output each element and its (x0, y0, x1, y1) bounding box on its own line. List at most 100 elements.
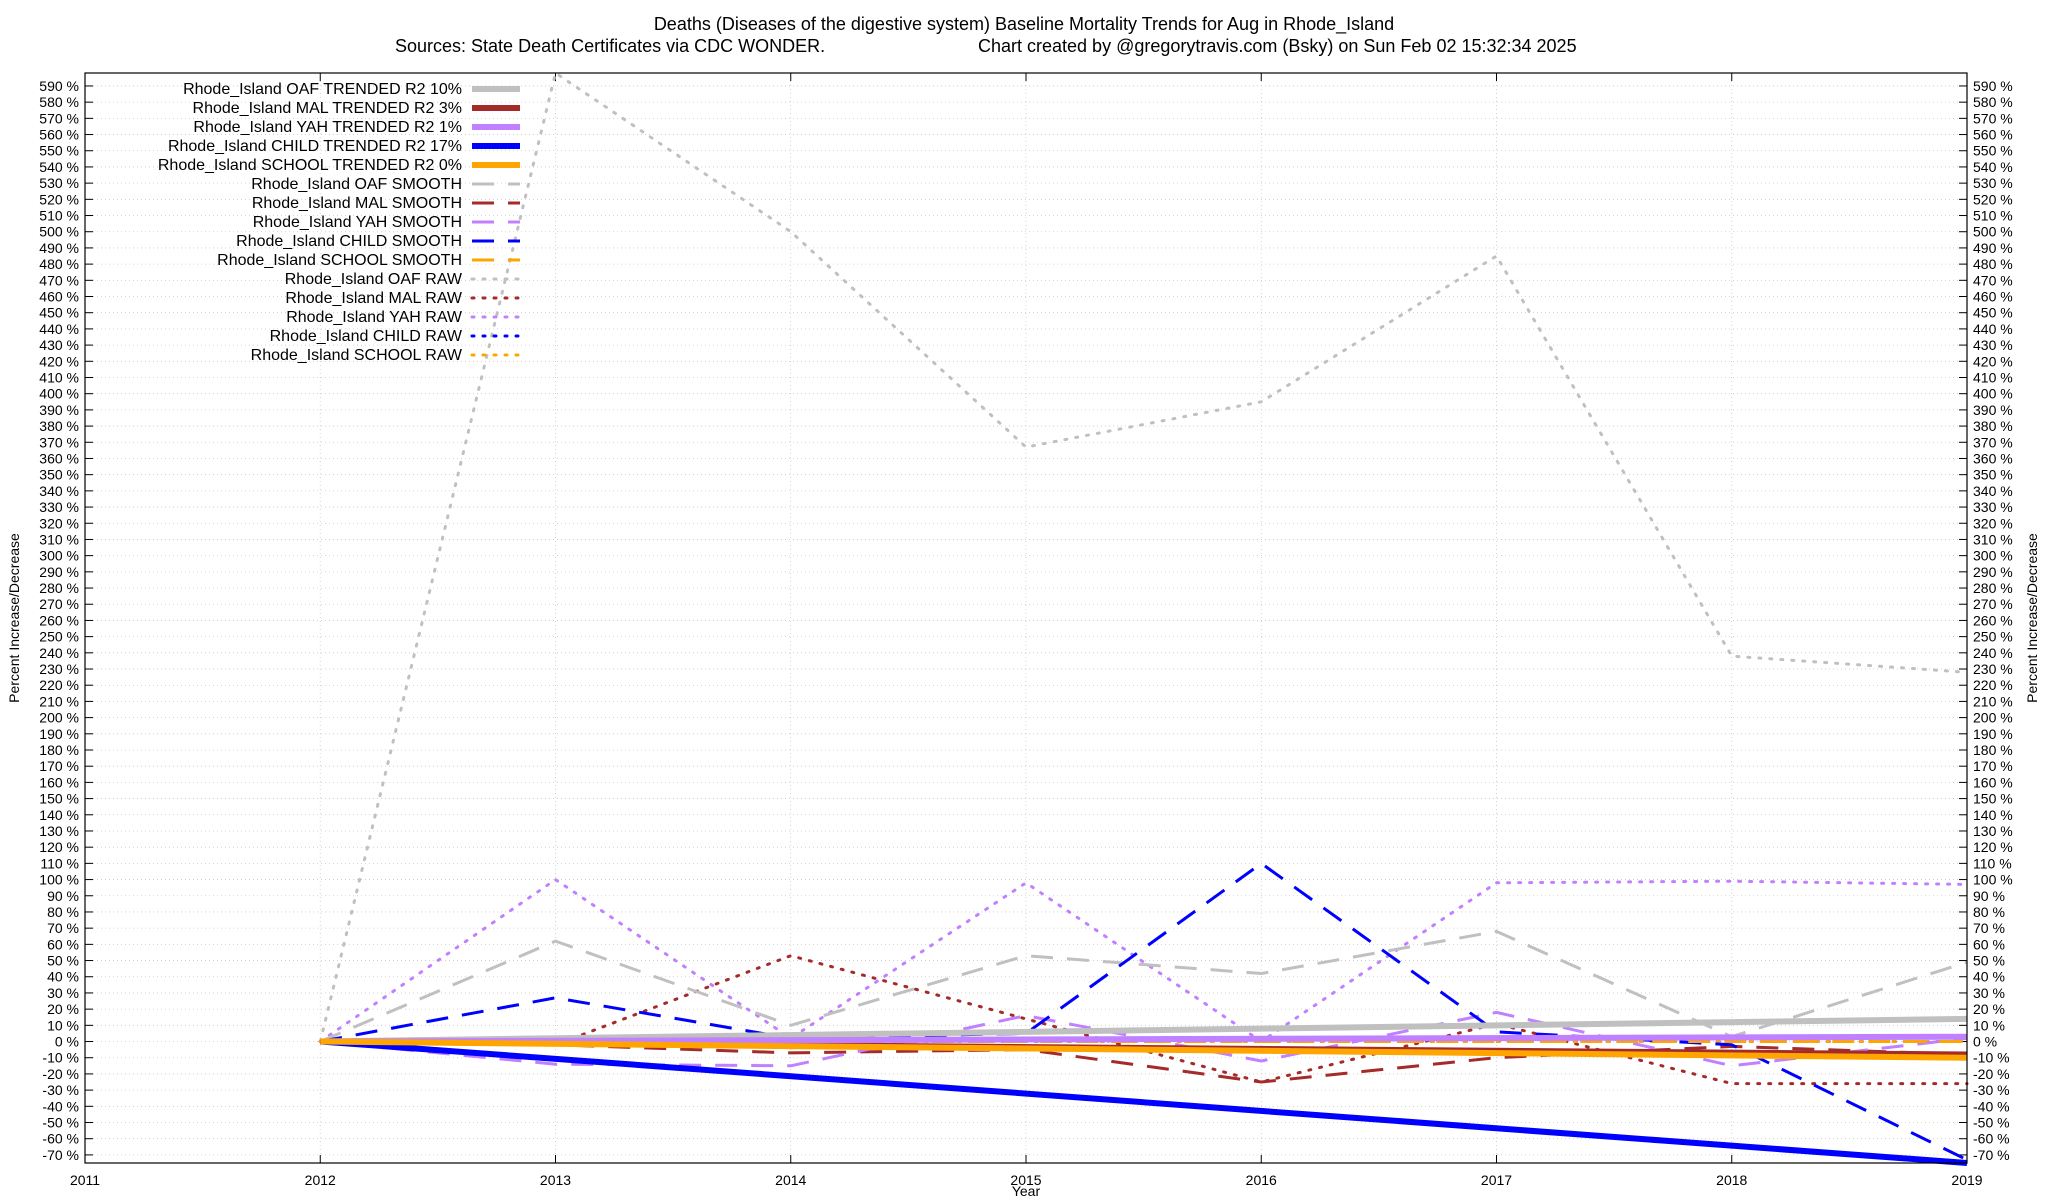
y-tick-label-left: 530 % (39, 175, 79, 191)
y-tick-label-right: 560 % (1973, 127, 2013, 143)
legend-label-12: Rhode_Island MAL RAW (285, 290, 463, 307)
y-tick-label-right: 370 % (1973, 434, 2013, 450)
legend-label-10: Rhode_Island SCHOOL SMOOTH (217, 252, 462, 269)
y-tick-label-left: 330 % (39, 499, 79, 515)
y-tick-label-right: 20 % (1973, 1001, 2005, 1017)
y-tick-label-left: 540 % (39, 159, 79, 175)
legend-label-13: Rhode_Island YAH RAW (286, 309, 463, 326)
y-tick-label-right: 400 % (1973, 386, 2013, 402)
y-tick-label-left: 180 % (39, 742, 79, 758)
legend-label-6: Rhode_Island OAF SMOOTH (251, 176, 462, 193)
y-tick-label-right: 110 % (1973, 855, 2012, 871)
y-tick-label-left: 110 % (40, 855, 79, 871)
chart-title: Deaths (Diseases of the digestive system… (654, 14, 1394, 35)
x-tick-label: 2011 (70, 1172, 100, 1188)
y-tick-label-left: 390 % (39, 402, 79, 418)
x-axis-title: Year (1012, 1183, 1041, 1199)
y-tick-label-right: 80 % (1973, 904, 2005, 920)
y-tick-label-right: 280 % (1973, 580, 2013, 596)
y-tick-label-left: 450 % (39, 305, 79, 321)
y-tick-label-left: -10 % (42, 1050, 79, 1066)
series-line-13 (318, 878, 1969, 1043)
y-tick-label-left: 320 % (39, 515, 79, 531)
y-tick-label-right: 180 % (1973, 742, 2013, 758)
series-line-7 (320, 1040, 1968, 1084)
y-tick-label-right: 350 % (1973, 467, 2013, 483)
y-tick-label-right: 530 % (1973, 175, 2013, 191)
y-tick-label-left: -70 % (42, 1147, 79, 1163)
y-tick-label-left: 290 % (39, 564, 79, 580)
y-tick-label-left: 510 % (39, 208, 79, 224)
series-line-5 (320, 1038, 1968, 1061)
y-tick-label-left: -50 % (42, 1115, 79, 1131)
y-tick-label-left: -40 % (42, 1098, 79, 1114)
y-tick-label-right: -20 % (1973, 1066, 2010, 1082)
y-tick-label-right: 90 % (1973, 888, 2005, 904)
y-tick-label-left: 400 % (39, 386, 79, 402)
y-tick-label-right: 160 % (1973, 774, 2013, 790)
y-tick-label-right: 410 % (1973, 369, 2013, 385)
x-tick-label: 2018 (1716, 1172, 1747, 1188)
y-tick-label-right: 510 % (1973, 208, 2013, 224)
y-tick-label-right: 430 % (1973, 337, 2013, 353)
y-tick-label-right: 580 % (1973, 94, 2013, 110)
y-tick-label-right: 590 % (1973, 78, 2013, 94)
y-tick-label-left: 170 % (39, 758, 79, 774)
y-tick-label-right: 190 % (1973, 726, 2013, 742)
y-tick-label-right: 60 % (1973, 936, 2005, 952)
x-tick-label: 2015 (1010, 1172, 1041, 1188)
y-tick-label-left: 50 % (47, 953, 79, 969)
legend-label-5: Rhode_Island SCHOOL TRENDED R2 0% (158, 157, 462, 174)
y-tick-label-left: -20 % (42, 1066, 79, 1082)
y-tick-label-right: 540 % (1973, 159, 2013, 175)
y-tick-label-left: 340 % (39, 483, 79, 499)
y-tick-label-right: 290 % (1973, 564, 2013, 580)
y-tick-label-right: 220 % (1973, 677, 2013, 693)
series-line-11 (318, 71, 1969, 1043)
y-tick-label-right: 70 % (1973, 920, 2005, 936)
y-tick-label-left: 60 % (47, 936, 79, 952)
y-tick-label-left: 220 % (39, 677, 79, 693)
x-tick-label: 2017 (1481, 1172, 1512, 1188)
y-tick-label-right: -40 % (1973, 1098, 2010, 1114)
grid-layer (84, 73, 1968, 1163)
y-tick-label-right: 440 % (1973, 321, 2013, 337)
y-tick-label-right: 250 % (1973, 629, 2013, 645)
y-tick-label-left: 310 % (39, 531, 79, 547)
y-tick-label-right: -30 % (1973, 1082, 2010, 1098)
chart-subtitle-credit: Chart created by @gregorytravis.com (Bsk… (978, 36, 1577, 56)
y-tick-label-right: 120 % (1973, 839, 2013, 855)
series-line-6 (319, 929, 1968, 1043)
y-tick-label-left: 0 % (55, 1034, 79, 1050)
y-tick-label-left: 500 % (39, 224, 79, 240)
y-tick-label-left: 440 % (39, 321, 79, 337)
y-tick-label-right: 470 % (1973, 272, 2013, 288)
series-line-4 (320, 1038, 1968, 1166)
y-tick-label-right: 460 % (1973, 289, 2013, 305)
y-tick-label-left: 490 % (39, 240, 79, 256)
y-tick-label-right: 140 % (1973, 807, 2013, 823)
y-tick-label-left: 410 % (39, 369, 79, 385)
legend-label-7: Rhode_Island MAL SMOOTH (252, 195, 462, 212)
y-tick-label-right: 260 % (1973, 612, 2013, 628)
y-tick-label-right: 480 % (1973, 256, 2013, 272)
y-tick-label-left: 160 % (39, 774, 79, 790)
y-tick-label-left: 70 % (47, 920, 79, 936)
y-tick-label-right: 100 % (1973, 872, 2013, 888)
y-tick-label-left: 200 % (39, 710, 79, 726)
y-tick-label-right: 340 % (1973, 483, 2013, 499)
y-tick-label-right: 270 % (1973, 596, 2013, 612)
series-layer (318, 71, 1969, 1166)
y-tick-label-right: 450 % (1973, 305, 2013, 321)
y-tick-label-right: 520 % (1973, 191, 2013, 207)
legend: Rhode_Island OAF TRENDED R2 10% Rhode_Isl… (158, 81, 522, 364)
y-tick-label-left: 520 % (39, 191, 79, 207)
y-tick-label-left: 250 % (39, 629, 79, 645)
y-tick-label-left: 20 % (47, 1001, 79, 1017)
y-tick-label-left: 580 % (39, 94, 79, 110)
y-tick-label-left: 140 % (39, 807, 79, 823)
legend-label-11: Rhode_Island OAF RAW (285, 271, 463, 288)
y-tick-label-left: 190 % (39, 726, 79, 742)
series-line-3 (320, 1033, 1968, 1045)
y-tick-label-left: 30 % (47, 985, 79, 1001)
